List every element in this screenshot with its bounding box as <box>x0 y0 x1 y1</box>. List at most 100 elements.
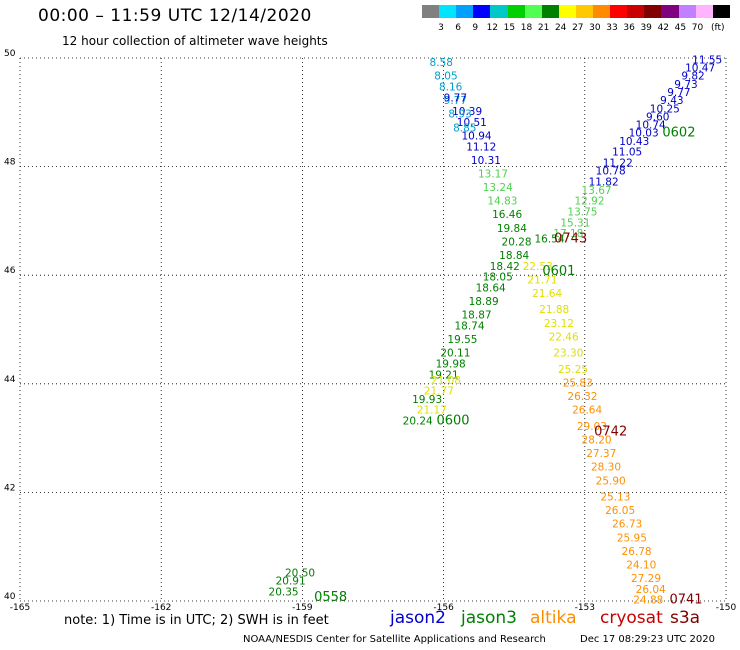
color-swatch <box>524 5 543 18</box>
wave-height-label: 27.29 <box>631 573 661 585</box>
y-tick-label: 44 <box>4 375 16 385</box>
color-scale-tick: 33 <box>606 23 618 33</box>
color-swatch <box>575 5 594 18</box>
color-swatch <box>439 5 457 18</box>
wave-height-label: 13.75 <box>567 206 597 218</box>
wave-height-label: 8.93 <box>448 109 471 121</box>
wave-height-label: 18.42 <box>490 261 520 273</box>
x-tick-label: -162 <box>151 603 171 613</box>
color-scale-tick: 30 <box>589 23 601 33</box>
pass-time-label: 0741 <box>669 593 702 608</box>
wave-height-label: 21.17 <box>417 405 447 417</box>
color-scale-tick: 21 <box>537 23 550 33</box>
wave-height-label: 20.91 <box>276 576 306 588</box>
x-tick-label: -150 <box>716 603 737 613</box>
wave-height-label: 9.43 <box>660 95 683 107</box>
wave-height-label: 21.71 <box>527 274 557 286</box>
color-swatch <box>644 5 662 18</box>
pass-time-label: 0742 <box>594 424 627 439</box>
color-swatch <box>422 5 440 18</box>
color-swatch <box>593 5 611 18</box>
data-points: 11.5510.479.829.739.779.4310.259.6010.74… <box>269 54 723 606</box>
footnote: note: 1) Time is in UTC; 2) SWH is in fe… <box>64 613 329 628</box>
wave-height-label: 18.84 <box>499 250 529 262</box>
wave-height-label: 20.50 <box>285 568 315 580</box>
wave-height-label: 26.73 <box>612 519 642 531</box>
wave-height-label: 22.46 <box>549 331 579 343</box>
legend-item-altika: altika <box>530 608 577 628</box>
wave-height-label: 11.22 <box>603 158 633 170</box>
grid-lines <box>19 57 727 602</box>
wave-height-label: 24.10 <box>626 559 656 571</box>
wave-height-label: 9.77 <box>667 87 690 99</box>
wave-height-label: 17.18 <box>553 228 583 240</box>
generated-timestamp: Dec 17 08:29:23 UTC 2020 <box>580 634 715 645</box>
wave-height-label: 9.60 <box>646 111 669 123</box>
x-tick-label: -159 <box>292 603 313 613</box>
wave-height-label: 11.12 <box>466 141 496 153</box>
color-swatch <box>610 5 628 18</box>
wave-height-label: 26.05 <box>605 505 635 517</box>
wave-height-label: 11.05 <box>612 147 642 159</box>
wave-height-label: 10.51 <box>457 117 487 129</box>
wave-height-label: 13.17 <box>478 168 508 180</box>
color-scale-tick: 45 <box>674 23 687 33</box>
y-tick-label: 50 <box>4 49 16 59</box>
color-scale-tick: 42 <box>657 23 670 33</box>
legend-item-jason3: jason3 <box>461 608 517 628</box>
wave-height-label: 25.13 <box>600 492 630 504</box>
y-tick-label: 42 <box>4 483 15 493</box>
wave-height-label: 23.12 <box>544 318 574 330</box>
wave-height-label: 9.73 <box>674 79 697 91</box>
color-swatch <box>507 5 525 18</box>
color-scale-tick: 70 <box>691 23 704 33</box>
wave-height-label: 10.94 <box>462 130 492 142</box>
wave-height-label: 25.95 <box>617 532 647 544</box>
wave-height-label: 19.84 <box>497 223 527 235</box>
color-swatch <box>695 5 714 18</box>
color-scale-tick: 27 <box>572 23 584 33</box>
wave-height-label: 24.88 <box>633 595 663 607</box>
wave-height-label: 9.77 <box>444 95 467 107</box>
wave-height-label: 16.46 <box>492 209 522 221</box>
color-scale-tick: 24 <box>554 23 567 33</box>
wave-height-label: 13.24 <box>483 182 513 194</box>
color-scale-tick: 12 <box>486 23 499 33</box>
wave-height-label: 20.28 <box>502 236 532 248</box>
page-subtitle: 12 hour collection of altimeter wave hei… <box>62 34 328 48</box>
wave-height-label: 27.37 <box>586 448 616 460</box>
wave-height-label: 23.30 <box>553 348 583 360</box>
wave-height-label: 10.74 <box>636 120 666 132</box>
time-labels: 0602 0743 0601 0600 0742 0558 0741 <box>314 126 702 608</box>
wave-height-label: 28.20 <box>582 435 612 447</box>
color-swatch <box>456 5 474 18</box>
x-tick-label: -156 <box>433 603 454 613</box>
wave-height-label: 10.31 <box>471 155 501 167</box>
wave-height-label: 18.89 <box>469 296 499 308</box>
wave-height-label: 19.55 <box>447 334 477 346</box>
pass-time-label: 0558 <box>314 590 347 605</box>
y-tick-label: 40 <box>4 592 16 602</box>
wave-height-label: 26.78 <box>622 546 652 558</box>
legend-item-s3a: s3a <box>670 608 701 628</box>
wave-height-label: 19.93 <box>412 394 442 406</box>
wave-height-label: 25.83 <box>563 378 593 390</box>
wave-height-label: 18.74 <box>454 321 484 333</box>
wave-height-label: 10.25 <box>650 103 680 115</box>
color-swatch <box>678 5 696 18</box>
color-swatch <box>473 5 491 18</box>
wave-height-label: 26.64 <box>572 405 602 417</box>
wave-height-label: 15.31 <box>560 217 590 229</box>
color-scale-tick: 39 <box>640 23 652 33</box>
x-tick-label: -153 <box>575 603 595 613</box>
wave-height-label: 29.03 <box>577 421 607 433</box>
wave-height-label: 8.16 <box>439 82 463 94</box>
wave-height-label: 19.21 <box>429 369 459 381</box>
wave-height-label: 8.85 <box>453 122 476 134</box>
color-swatch <box>627 5 645 18</box>
wave-height-label: 10.43 <box>619 136 649 148</box>
color-scale-tick: 36 <box>623 23 635 33</box>
wave-height-label: 19.98 <box>436 359 466 371</box>
wave-height-label: 16.54 <box>534 234 564 246</box>
